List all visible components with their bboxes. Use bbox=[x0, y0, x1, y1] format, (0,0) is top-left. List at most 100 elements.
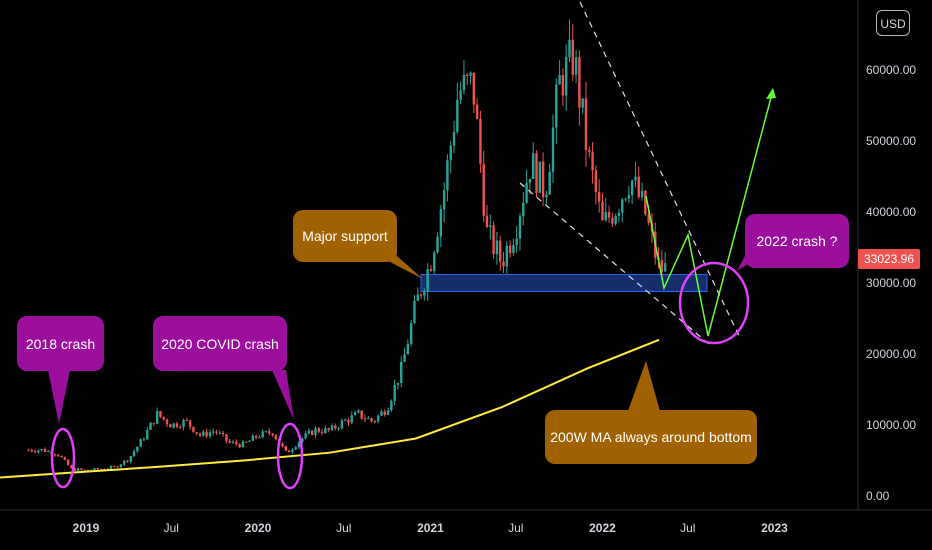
candle-body bbox=[60, 455, 63, 458]
pointer-major-support bbox=[390, 250, 423, 279]
candle-body bbox=[624, 198, 627, 200]
candle-body bbox=[485, 215, 489, 227]
candle-body bbox=[126, 460, 129, 462]
callout-2022-crash: 2022 crash ? bbox=[745, 214, 849, 268]
candle-body bbox=[235, 441, 238, 445]
candle-body bbox=[268, 431, 271, 434]
candle-body bbox=[578, 57, 581, 108]
candle-body bbox=[647, 214, 650, 223]
candle-body bbox=[604, 211, 607, 221]
candle-body bbox=[462, 74, 466, 91]
candle-body bbox=[132, 451, 136, 457]
candle-body bbox=[475, 104, 479, 120]
candle-body bbox=[195, 432, 198, 434]
y-tick-label: 50000.00 bbox=[866, 134, 916, 148]
candle-body bbox=[258, 437, 261, 439]
candle-body bbox=[327, 428, 330, 430]
candle-body bbox=[185, 419, 189, 421]
candle-body bbox=[499, 240, 502, 262]
candle-body bbox=[429, 269, 433, 271]
candle-body bbox=[340, 420, 344, 429]
candle-body bbox=[555, 84, 558, 128]
candle-body bbox=[294, 447, 297, 450]
candle-body bbox=[373, 421, 377, 423]
candle-body bbox=[169, 424, 172, 428]
projection-path bbox=[645, 89, 774, 337]
candle-body bbox=[469, 72, 472, 76]
candle-body bbox=[426, 269, 429, 292]
candle-body bbox=[380, 411, 383, 416]
candle-body bbox=[588, 149, 591, 152]
currency-button[interactable]: USD bbox=[876, 10, 910, 36]
x-tick-label: 2023 bbox=[761, 521, 788, 535]
candle-body bbox=[248, 440, 251, 442]
candle-body bbox=[376, 415, 380, 422]
candle-body bbox=[548, 171, 551, 195]
circle-2022-target bbox=[678, 261, 750, 345]
x-axis: 2019 Jul 2020 Jul 2021 Jul 2022 Jul 2023 bbox=[73, 521, 788, 535]
candle-body bbox=[162, 416, 165, 420]
candle-body bbox=[409, 322, 413, 345]
candle-body bbox=[502, 261, 505, 267]
candle-body bbox=[149, 422, 152, 430]
candle-body bbox=[532, 153, 535, 179]
candle-body bbox=[40, 448, 43, 451]
y-tick-label: 60000.00 bbox=[866, 63, 916, 77]
candle-body bbox=[337, 428, 340, 430]
candle-body bbox=[403, 354, 406, 362]
candle-body bbox=[581, 98, 584, 108]
candle-body bbox=[568, 39, 571, 58]
x-tick-label: Jul bbox=[164, 521, 179, 535]
candle-body bbox=[119, 464, 123, 468]
candle-body bbox=[571, 39, 574, 75]
candle-body bbox=[307, 430, 311, 434]
candle-body bbox=[512, 245, 515, 253]
candle-body bbox=[33, 451, 37, 453]
candle-body bbox=[393, 384, 396, 401]
candle-body bbox=[122, 460, 126, 465]
candle-body bbox=[291, 449, 294, 453]
candle-body bbox=[538, 161, 541, 193]
x-tick-label: Jul bbox=[336, 521, 351, 535]
candle-body bbox=[146, 429, 149, 440]
candle-body bbox=[621, 199, 624, 213]
lower-trend-line bbox=[519, 182, 711, 346]
candle-body bbox=[347, 419, 350, 423]
candle-body bbox=[383, 411, 386, 415]
candle-body bbox=[406, 344, 410, 355]
circle-2018-crash bbox=[50, 427, 76, 489]
y-axis: 0.00 10000.00 20000.00 30000.00 40000.00 5000… bbox=[866, 63, 916, 503]
candle-body bbox=[446, 160, 449, 191]
projection-arrowhead bbox=[766, 88, 776, 99]
candle-body bbox=[479, 119, 482, 164]
candle-body bbox=[284, 446, 288, 451]
candle-body bbox=[324, 428, 327, 433]
candle-body bbox=[607, 211, 611, 218]
candle-body bbox=[584, 98, 588, 150]
candle-body bbox=[330, 425, 334, 430]
callout-200w-ma: 200W MA always around bottom bbox=[545, 410, 757, 464]
candle-body bbox=[611, 217, 614, 224]
candle-body bbox=[245, 441, 248, 443]
candle-body bbox=[261, 431, 264, 438]
x-tick-label: Jul bbox=[680, 521, 695, 535]
candle-body bbox=[439, 209, 443, 237]
candle-body bbox=[597, 191, 601, 202]
candle-body bbox=[47, 450, 50, 452]
pointer-2020 bbox=[272, 370, 294, 420]
candle-body bbox=[175, 423, 179, 428]
candle-body bbox=[96, 468, 99, 470]
candle-body bbox=[208, 432, 212, 437]
support-zone bbox=[420, 273, 708, 293]
candle-body bbox=[56, 454, 60, 456]
candle-body bbox=[637, 176, 640, 198]
candle-body bbox=[423, 291, 426, 296]
candle-body bbox=[363, 418, 367, 420]
highlight-circles bbox=[50, 261, 750, 490]
candle-body bbox=[644, 190, 647, 215]
current-price-tag: 33023.96 bbox=[858, 249, 920, 269]
x-tick-label: 2022 bbox=[589, 521, 616, 535]
candle-body bbox=[254, 435, 258, 438]
